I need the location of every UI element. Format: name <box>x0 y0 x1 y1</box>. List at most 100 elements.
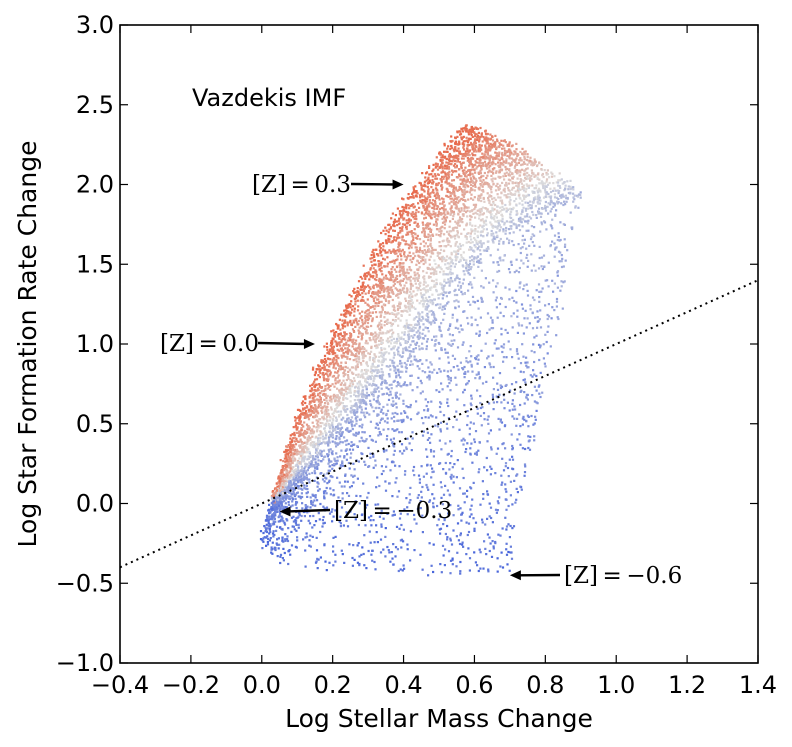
scatter-point <box>475 332 478 335</box>
scatter-point <box>443 227 446 230</box>
scatter-point <box>466 269 469 272</box>
scatter-point <box>539 344 542 347</box>
scatter-point <box>495 347 498 350</box>
scatter-point <box>475 133 478 136</box>
scatter-point <box>422 262 425 266</box>
scatter-point <box>428 437 431 440</box>
scatter-point <box>377 390 381 393</box>
scatter-point <box>354 325 357 328</box>
scatter-point <box>346 408 349 411</box>
scatter-point <box>336 371 339 374</box>
scatter-point <box>493 215 496 218</box>
scatter-point <box>368 278 371 281</box>
scatter-point <box>479 183 482 186</box>
scatter-point <box>325 368 328 372</box>
scatter-point <box>522 288 525 291</box>
scatter-point <box>419 507 422 510</box>
scatter-point <box>396 293 399 296</box>
scatter-point <box>458 187 461 190</box>
scatter-point <box>350 295 353 298</box>
scatter-point <box>369 257 372 260</box>
scatter-point <box>460 207 463 210</box>
scatter-point <box>449 245 452 248</box>
scatter-point <box>440 348 443 352</box>
scatter-point <box>491 319 494 322</box>
scatter-point <box>372 410 375 413</box>
scatter-point <box>511 208 514 211</box>
scatter-point <box>409 363 412 366</box>
scatter-point <box>394 309 397 312</box>
scatter-point <box>294 497 297 500</box>
scatter-point <box>569 179 572 182</box>
scatter-point <box>398 236 401 239</box>
scatter-point <box>465 241 468 244</box>
scatter-point <box>319 556 322 559</box>
scatter-point <box>381 393 384 396</box>
scatter-point <box>499 565 502 568</box>
scatter-point <box>319 430 322 433</box>
scatter-point <box>463 193 466 196</box>
scatter-point <box>305 472 308 475</box>
scatter-point <box>391 428 394 431</box>
scatter-point <box>408 346 411 349</box>
scatter-point <box>409 323 412 327</box>
scatter-point <box>276 501 279 504</box>
scatter-point <box>472 150 476 153</box>
scatter-point <box>475 179 478 182</box>
scatter-point <box>466 316 469 320</box>
scatter-point <box>323 354 327 357</box>
scatter-point <box>437 173 440 176</box>
scatter-point <box>484 147 487 150</box>
scatter-point <box>410 449 413 452</box>
scatter-point <box>515 142 518 145</box>
scatter-point <box>466 442 469 445</box>
scatter-point <box>389 342 393 345</box>
scatter-point <box>517 219 520 222</box>
scatter-point <box>494 220 497 223</box>
scatter-point <box>450 205 453 208</box>
scatter-point <box>417 411 420 414</box>
scatter-point <box>382 332 385 335</box>
scatter-point <box>339 341 342 344</box>
scatter-point <box>425 197 429 200</box>
scatter-point <box>386 341 389 344</box>
scatter-point <box>464 140 467 143</box>
scatter-point <box>345 443 348 446</box>
scatter-point <box>406 211 410 214</box>
scatter-point <box>556 316 559 319</box>
scatter-point <box>508 569 511 572</box>
scatter-point <box>393 513 396 516</box>
scatter-point <box>528 184 531 187</box>
scatter-point <box>349 429 352 432</box>
scatter-point <box>528 244 531 247</box>
scatter-point <box>502 240 505 244</box>
scatter-point <box>296 408 300 411</box>
scatter-point <box>430 338 434 341</box>
scatter-point <box>329 419 332 422</box>
scatter-point <box>353 399 356 402</box>
scatter-point <box>337 374 340 377</box>
scatter-point <box>319 400 322 403</box>
scatter-point <box>425 251 428 254</box>
scatter-point <box>468 161 471 164</box>
scatter-point <box>525 183 528 186</box>
scatter-point <box>333 428 336 431</box>
scatter-point <box>394 315 398 318</box>
scatter-point <box>345 312 348 315</box>
scatter-point <box>505 220 508 223</box>
scatter-point <box>444 263 447 266</box>
scatter-point <box>374 369 378 372</box>
scatter-point <box>396 258 399 261</box>
scatter-point <box>519 370 522 373</box>
scatter-point <box>490 448 493 451</box>
scatter-point <box>466 232 469 235</box>
scatter-point <box>491 540 494 543</box>
scatter-point <box>361 399 364 403</box>
scatter-point <box>349 389 352 392</box>
scatter-point <box>573 198 576 201</box>
scatter-point <box>426 192 430 195</box>
scatter-point <box>473 141 476 144</box>
scatter-point <box>502 242 505 245</box>
scatter-point <box>411 241 414 244</box>
scatter-point <box>427 188 430 191</box>
